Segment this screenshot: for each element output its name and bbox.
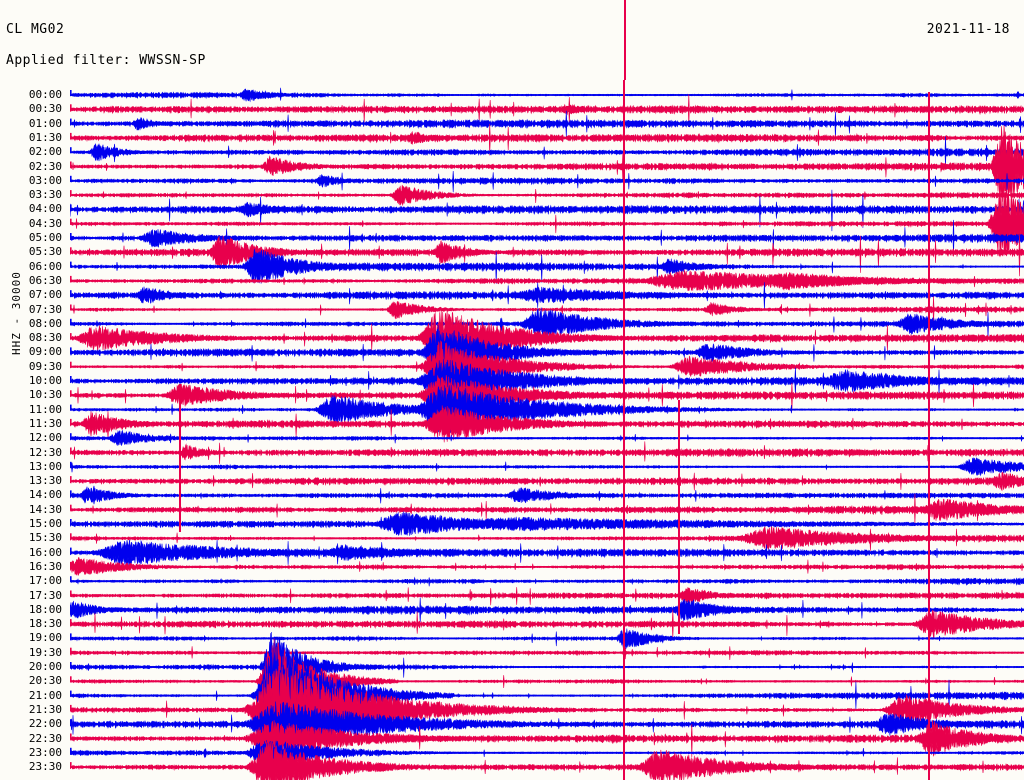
time-tick-label: 20:30 (28, 674, 62, 688)
time-tick-label: 20:00 (28, 660, 62, 673)
trace-row (70, 740, 1024, 780)
time-tick-label: 11:30 (28, 416, 62, 430)
time-tick-label: 18:00 (28, 602, 62, 616)
time-tick-label: 09:00 (28, 345, 62, 359)
time-tick-label: 04:30 (28, 216, 62, 230)
time-tick-label: 02:30 (28, 159, 62, 173)
time-tick-label: 10:00 (28, 374, 62, 387)
time-tick-label: 12:30 (28, 445, 62, 459)
time-tick-label: 11:00 (28, 402, 62, 416)
time-tick-label: 19:00 (28, 631, 62, 645)
time-tick-label: 13:00 (28, 459, 62, 473)
trace-row (70, 189, 1024, 232)
trace-row (70, 94, 1024, 128)
seismogram-traces (70, 87, 1024, 780)
trace-row (70, 310, 1024, 369)
time-tick-label: 13:30 (28, 474, 62, 488)
time-tick-label: 07:30 (28, 302, 62, 316)
time-tick-label: 07:00 (28, 288, 62, 302)
time-tick-label: 01:30 (28, 130, 62, 144)
time-tick-label: 15:30 (28, 531, 62, 545)
time-tick-label: 01:00 (28, 116, 62, 130)
date-label: 2021-11-18 (926, 22, 1010, 37)
time-tick-label: 16:30 (28, 559, 62, 573)
time-tick-label: 17:00 (28, 574, 62, 588)
time-tick-label: 19:30 (28, 645, 62, 659)
time-tick-label: 21:30 (28, 702, 62, 716)
time-tick-label: 16:00 (28, 545, 62, 559)
applied-filter-label: Applied filter: WWSSN-SP (6, 53, 206, 68)
time-tick-label: 23:30 (28, 760, 62, 774)
time-tick-label: 03:30 (28, 188, 62, 202)
time-tick-label: 00:00 (28, 88, 62, 101)
time-tick-label: 03:00 (28, 173, 62, 187)
time-tick-label: 22:30 (28, 731, 62, 745)
time-axis-tick-labels: 00:00 00:30 01:00 01:30 02:00 02:30 03:00 03:30… (0, 0, 66, 780)
time-tick-label: 02:00 (28, 145, 62, 159)
time-tick-label: 22:00 (28, 717, 62, 731)
trace-row (70, 136, 1024, 166)
trace-row (70, 597, 1024, 624)
time-tick-label: 04:00 (28, 202, 62, 216)
time-tick-label: 08:00 (28, 316, 62, 330)
time-tick-label: 06:00 (28, 259, 62, 273)
time-tick-label: 08:30 (28, 331, 62, 345)
time-tick-label: 14:30 (28, 502, 62, 516)
time-tick-label: 05:00 (28, 231, 62, 244)
time-tick-label: 12:00 (28, 431, 62, 445)
time-tick-label: 00:30 (28, 102, 62, 116)
trace-row (70, 638, 1024, 722)
helicorder-plot-area (70, 80, 1024, 780)
time-tick-label: 17:30 (28, 588, 62, 602)
time-tick-label: 06:30 (28, 273, 62, 287)
event-marker-line-header (624, 0, 626, 80)
time-tick-label: 10:30 (28, 388, 62, 402)
station-id-label: CL MG02 (6, 22, 65, 37)
time-tick-label: 09:30 (28, 359, 62, 373)
time-tick-label: 23:00 (28, 745, 62, 759)
time-tick-label: 05:30 (28, 245, 62, 259)
time-tick-label: 15:00 (28, 517, 62, 530)
event-marker-lines (179, 80, 930, 780)
time-tick-label: 14:00 (28, 488, 62, 502)
time-tick-label: 18:30 (28, 617, 62, 631)
time-tick-label: 21:00 (28, 688, 62, 702)
